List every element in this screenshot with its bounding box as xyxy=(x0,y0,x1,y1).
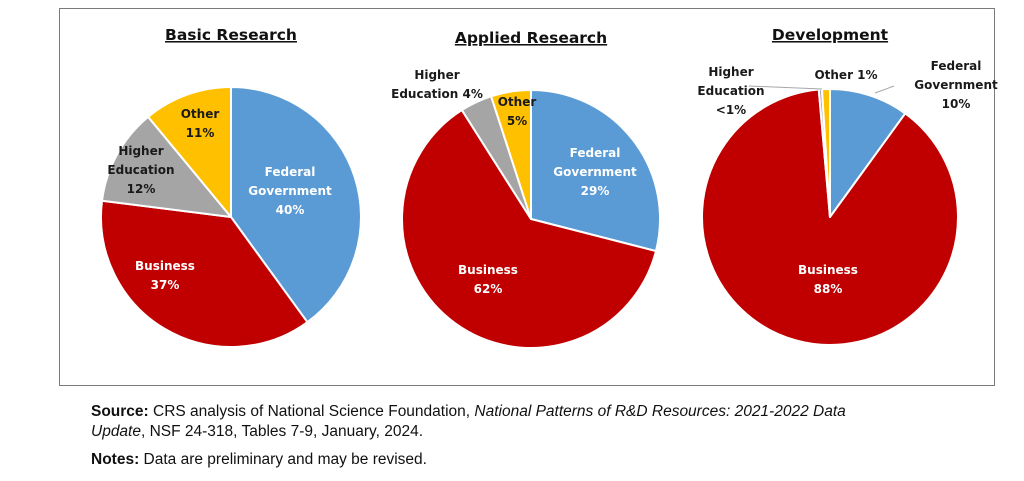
source-note: Source: CRS analysis of National Science… xyxy=(91,402,846,442)
data-label-higher-education: Higher Education 4% xyxy=(391,68,483,101)
data-label-business: Business 88% xyxy=(798,263,858,296)
data-label-line: Business xyxy=(135,259,195,273)
data-label-business: Business 37% xyxy=(135,259,195,292)
data-label-line: 40% xyxy=(276,203,305,217)
leader-line xyxy=(874,85,895,94)
source-italic-2: Update xyxy=(91,423,141,440)
notes-label: Notes: xyxy=(91,451,140,468)
data-label-line: 12% xyxy=(127,182,156,196)
data-label-line: Education xyxy=(697,84,764,98)
data-label-line: Federal xyxy=(265,165,316,179)
data-label-higher-education: Higher Education 12% xyxy=(107,144,174,196)
leader-line xyxy=(748,85,823,90)
data-label-line: Federal xyxy=(570,146,621,160)
data-label-line: 5% xyxy=(507,114,527,128)
data-label-line: Business xyxy=(458,263,518,277)
pie-charts: Basic Research Federal Government 40% Busine… xyxy=(100,26,998,349)
pie-chart-basic-research: Basic Research Federal Government 40% Busine… xyxy=(100,26,362,348)
pie-slice-business xyxy=(401,109,657,349)
data-label-line: <1% xyxy=(716,103,746,117)
data-label-federal-government: Federal Government 10% xyxy=(914,59,998,111)
source-text-1: CRS analysis of National Science Foundat… xyxy=(148,403,475,420)
pie-slice-higher-education xyxy=(101,115,232,218)
data-label-line: Other xyxy=(498,95,537,109)
data-label-line: 88% xyxy=(814,282,843,296)
data-label-line: Education xyxy=(107,163,174,177)
data-label-other: Other 11% xyxy=(181,107,220,140)
source-text-2: , NSF 24-318, Tables 7-9, January, 2024. xyxy=(140,423,424,440)
pie-slice-federal-government xyxy=(530,89,661,253)
pie-slice-federal-government xyxy=(829,88,907,218)
source-label: Source: xyxy=(91,403,149,420)
data-label-line: 37% xyxy=(151,278,180,292)
data-label-federal-government: Federal Government 40% xyxy=(248,165,332,217)
data-label-line: Government xyxy=(553,165,637,179)
pie-slice-other xyxy=(490,89,532,220)
data-label-line: Government xyxy=(914,78,998,92)
notes-text: Data are preliminary and may be revised. xyxy=(139,451,427,468)
chart-title: Basic Research xyxy=(165,26,297,44)
notes-note: Notes: Data are preliminary and may be r… xyxy=(91,450,427,470)
data-label-line: Other xyxy=(181,107,220,121)
data-label-line: 10% xyxy=(942,97,971,111)
data-label-business: Business 62% xyxy=(458,263,518,296)
data-label-line: Education 4% xyxy=(391,87,483,101)
source-italic-1: National Patterns of R&D Resources: 2021… xyxy=(474,403,846,420)
data-label-line: Business xyxy=(798,263,858,277)
pie-slice-business xyxy=(100,199,309,348)
data-label-line: Other 1% xyxy=(814,68,877,82)
pie-slice-federal-government xyxy=(230,86,362,324)
data-label-line: Higher xyxy=(708,65,753,79)
data-label-line: Government xyxy=(248,184,332,198)
data-label-line: 62% xyxy=(474,282,503,296)
chart-title: Development xyxy=(772,26,889,44)
data-label-line: 29% xyxy=(581,184,610,198)
data-label-higher-education: Higher Education <1% xyxy=(697,65,764,117)
pie-chart-development: Development Federal Government 10% Business 8… xyxy=(697,26,998,346)
data-label-other: Other 5% xyxy=(498,95,537,128)
data-label-line: 11% xyxy=(186,126,215,140)
data-label-line: Higher xyxy=(118,144,163,158)
pie-chart-applied-research: Applied Research Federal Government 29% Busi… xyxy=(391,29,661,349)
data-label-federal-government: Federal Government 29% xyxy=(553,146,637,198)
data-label-line: Higher xyxy=(414,68,459,82)
pie-slice-other xyxy=(147,86,232,218)
chart-title: Applied Research xyxy=(455,29,607,47)
data-label-other: Other 1% xyxy=(814,68,877,82)
data-label-line: Federal xyxy=(931,59,982,73)
